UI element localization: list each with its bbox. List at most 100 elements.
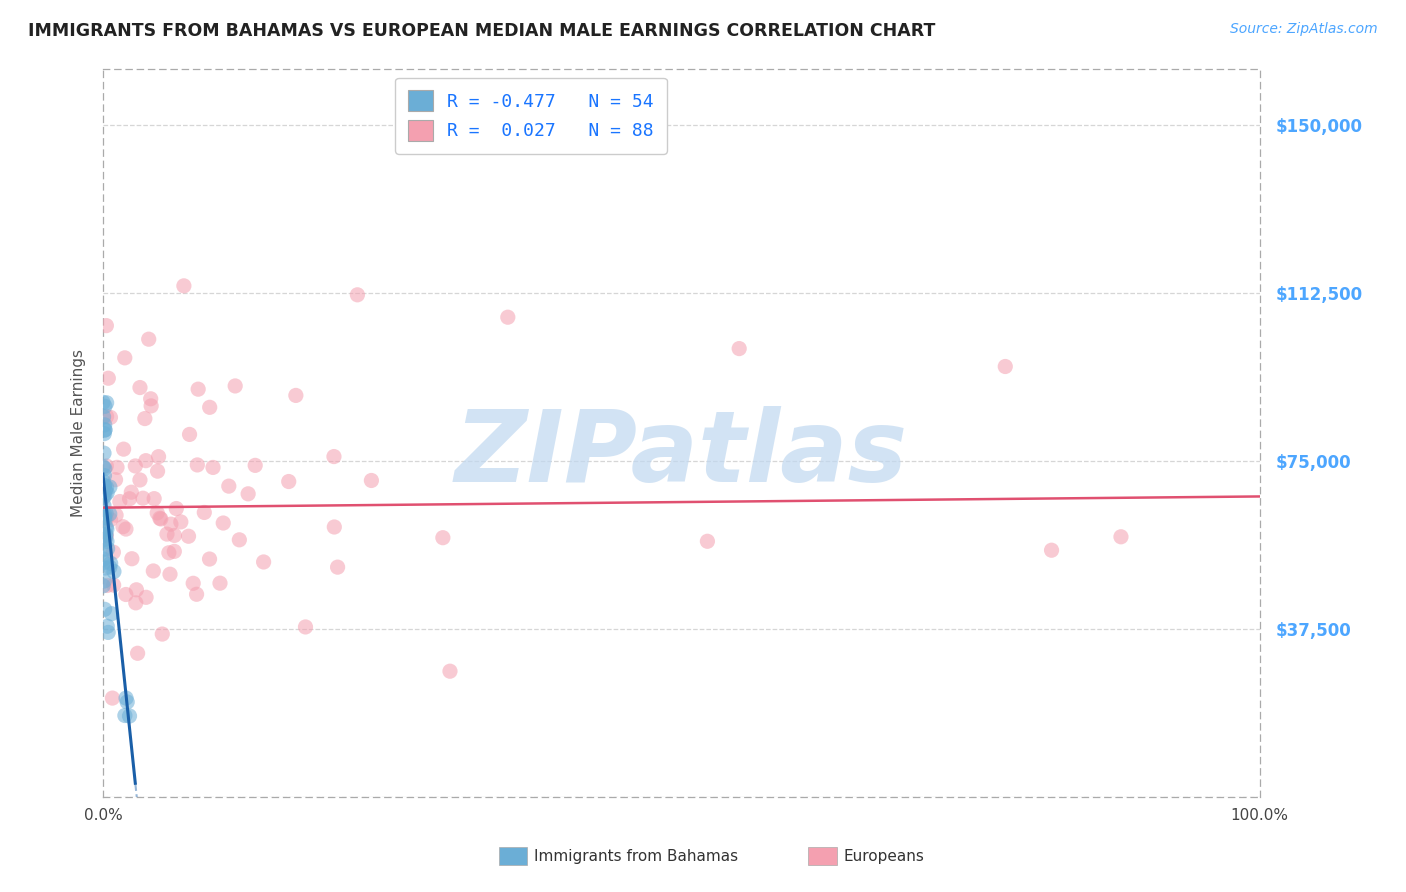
Point bbox=[115, 587, 138, 601]
Point bbox=[93, 527, 115, 541]
Point bbox=[143, 491, 166, 506]
Point bbox=[159, 567, 181, 582]
Point bbox=[346, 288, 368, 302]
Point bbox=[124, 458, 146, 473]
Point bbox=[94, 461, 117, 475]
Point bbox=[121, 551, 143, 566]
Point bbox=[218, 479, 240, 493]
Point bbox=[94, 533, 117, 547]
Point bbox=[146, 506, 169, 520]
Point bbox=[94, 513, 117, 527]
Point bbox=[98, 560, 121, 574]
Point bbox=[93, 574, 115, 588]
Point bbox=[103, 545, 125, 559]
Text: ZIPatlas: ZIPatlas bbox=[454, 406, 908, 503]
Point bbox=[135, 453, 157, 467]
Point bbox=[1109, 530, 1132, 544]
Point bbox=[149, 511, 172, 525]
Point bbox=[129, 473, 152, 487]
Point bbox=[112, 442, 135, 457]
Point bbox=[186, 458, 208, 472]
Point bbox=[146, 464, 169, 478]
Point bbox=[93, 478, 115, 492]
Point bbox=[165, 501, 187, 516]
Point bbox=[132, 491, 155, 506]
Point bbox=[148, 450, 170, 464]
Point bbox=[245, 458, 267, 473]
Point bbox=[198, 552, 221, 566]
Point bbox=[125, 582, 148, 597]
Point bbox=[93, 417, 115, 432]
Point bbox=[93, 542, 115, 557]
Point bbox=[228, 533, 250, 547]
Point bbox=[115, 691, 138, 706]
Point bbox=[186, 587, 208, 601]
Point bbox=[139, 399, 162, 413]
Point bbox=[96, 512, 118, 526]
Point bbox=[294, 620, 316, 634]
Legend: R = -0.477   N = 54, R =  0.027   N = 88: R = -0.477 N = 54, R = 0.027 N = 88 bbox=[395, 78, 666, 153]
Point bbox=[156, 527, 179, 541]
Point bbox=[94, 561, 117, 575]
Point bbox=[118, 491, 141, 506]
Point bbox=[208, 576, 231, 591]
Point bbox=[96, 529, 118, 543]
Point bbox=[323, 450, 346, 464]
Point bbox=[94, 507, 117, 521]
Point bbox=[93, 602, 115, 616]
Point bbox=[93, 468, 115, 483]
Point bbox=[112, 519, 135, 533]
Point bbox=[696, 534, 718, 549]
Point bbox=[360, 474, 382, 488]
Point bbox=[236, 487, 259, 501]
Point bbox=[100, 607, 122, 621]
Point bbox=[97, 541, 120, 556]
Point bbox=[93, 446, 115, 460]
Point bbox=[135, 591, 157, 605]
Point bbox=[125, 596, 148, 610]
Point bbox=[96, 619, 118, 633]
Point bbox=[114, 351, 136, 365]
Point bbox=[149, 512, 172, 526]
Point bbox=[994, 359, 1017, 374]
Point bbox=[432, 531, 454, 545]
Point bbox=[496, 310, 519, 325]
Point bbox=[129, 380, 152, 394]
Point bbox=[170, 515, 193, 529]
Point bbox=[202, 460, 225, 475]
Point bbox=[96, 534, 118, 549]
Point bbox=[105, 508, 128, 523]
Point bbox=[100, 410, 122, 425]
Point bbox=[198, 401, 221, 415]
Point bbox=[98, 480, 121, 494]
Point bbox=[163, 544, 186, 558]
Point bbox=[103, 565, 125, 579]
Point bbox=[277, 475, 299, 489]
Point bbox=[91, 552, 114, 566]
Point bbox=[187, 382, 209, 396]
Point bbox=[93, 491, 115, 505]
Point bbox=[96, 486, 118, 500]
Point bbox=[93, 510, 115, 524]
Point bbox=[212, 516, 235, 530]
Point bbox=[93, 499, 115, 513]
Point bbox=[284, 388, 307, 402]
Point bbox=[157, 546, 180, 560]
Point bbox=[96, 318, 118, 333]
Point bbox=[127, 646, 149, 660]
Point bbox=[105, 460, 128, 475]
Point bbox=[93, 409, 115, 424]
Point bbox=[101, 691, 124, 706]
Point bbox=[91, 579, 114, 593]
Point bbox=[96, 396, 118, 410]
Point bbox=[93, 423, 115, 437]
Point bbox=[138, 332, 160, 346]
Point bbox=[94, 528, 117, 542]
Point bbox=[104, 473, 127, 487]
Point bbox=[134, 411, 156, 425]
Point bbox=[91, 474, 114, 488]
Text: IMMIGRANTS FROM BAHAMAS VS EUROPEAN MEDIAN MALE EARNINGS CORRELATION CHART: IMMIGRANTS FROM BAHAMAS VS EUROPEAN MEDI… bbox=[28, 22, 935, 40]
Text: Europeans: Europeans bbox=[844, 849, 925, 863]
Text: Immigrants from Bahamas: Immigrants from Bahamas bbox=[534, 849, 738, 863]
Point bbox=[91, 395, 114, 409]
